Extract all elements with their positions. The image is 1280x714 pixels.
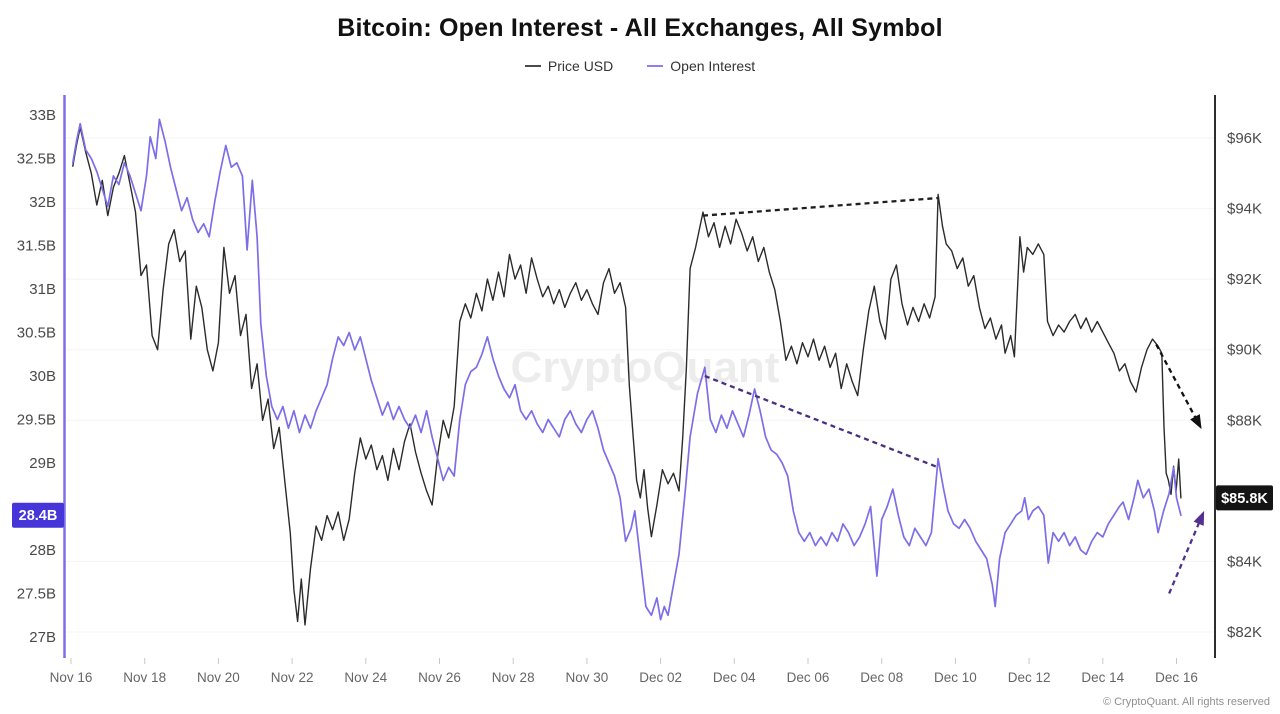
x-tick-label: Dec 12 [1008, 670, 1051, 685]
legend-item-open-interest: Open Interest [647, 58, 755, 74]
legend-item-price: Price USD [524, 58, 614, 74]
x-tick-label: Dec 04 [713, 670, 756, 685]
oi-tick-label: 29B [29, 455, 56, 472]
oi-peak-trendline [704, 374, 939, 469]
price-legend-dash-icon [524, 65, 541, 67]
x-tick-label: Dec 10 [934, 670, 977, 685]
x-tick-label: Nov 28 [492, 670, 535, 685]
price-tick-label: $82K [1227, 624, 1262, 641]
price-peak-trendline [702, 196, 939, 217]
oi-tick-label: 31B [29, 281, 56, 298]
oi-value-badge [12, 502, 64, 528]
watermark-text: CryptoQuant [511, 343, 780, 392]
chart-title: Bitcoin: Open Interest - All Exchanges, … [337, 14, 943, 42]
price-tick-label: $94K [1227, 201, 1262, 218]
oi-tick-label: 27.5B [17, 586, 56, 603]
x-tick-label: Nov 22 [271, 670, 314, 685]
oi-rise-arrow [1168, 519, 1202, 594]
legend-label-open-interest: Open Interest [670, 58, 756, 74]
oi-tick-label: 30B [29, 368, 56, 385]
open-interest-legend-dash-icon [647, 65, 664, 67]
legend-label-price: Price USD [547, 58, 614, 74]
x-tick-label: Dec 06 [787, 670, 830, 685]
price-tick-label: $96K [1227, 130, 1262, 147]
x-tick-label: Dec 14 [1081, 670, 1124, 685]
price-tick-label: $84K [1227, 553, 1262, 570]
x-tick-label: Dec 02 [639, 670, 682, 685]
price-drop-arrow-head [1190, 414, 1202, 430]
x-tick-label: Nov 16 [50, 670, 93, 685]
oi-value-badge-label: 28.4B [19, 508, 58, 524]
price-value-badge-label: $85.8K [1221, 491, 1268, 507]
oi-tick-label: 29.5B [17, 412, 56, 429]
oi-tick-label: 32.5B [17, 151, 56, 168]
x-tick-label: Nov 24 [344, 670, 387, 685]
price-tick-label: $92K [1227, 271, 1262, 288]
oi-tick-label: 28B [29, 542, 56, 559]
open-interest-line [71, 118, 1182, 621]
price-tick-label: $90K [1227, 342, 1262, 359]
oi-rise-arrow-head [1193, 510, 1205, 526]
x-tick-label: Nov 30 [566, 670, 609, 685]
price-line [72, 126, 1182, 626]
oi-tick-label: 27B [29, 629, 56, 646]
oi-tick-label: 32B [29, 194, 56, 211]
copyright-text: © CryptoQuant. All rights reserved [1102, 696, 1270, 708]
chart-legend: Price USD Open Interest [0, 58, 1280, 74]
x-tick-label: Nov 20 [197, 670, 240, 685]
x-tick-label: Nov 26 [418, 670, 461, 685]
price-value-badge [1216, 485, 1273, 511]
price-tick-label: $88K [1227, 412, 1262, 429]
x-tick-label: Dec 08 [860, 670, 903, 685]
oi-tick-label: 30.5B [17, 325, 56, 342]
x-tick-label: Dec 16 [1155, 670, 1198, 685]
oi-tick-label: 33B [29, 107, 56, 124]
x-tick-label: Nov 18 [123, 670, 166, 685]
oi-tick-label: 31.5B [17, 238, 56, 255]
